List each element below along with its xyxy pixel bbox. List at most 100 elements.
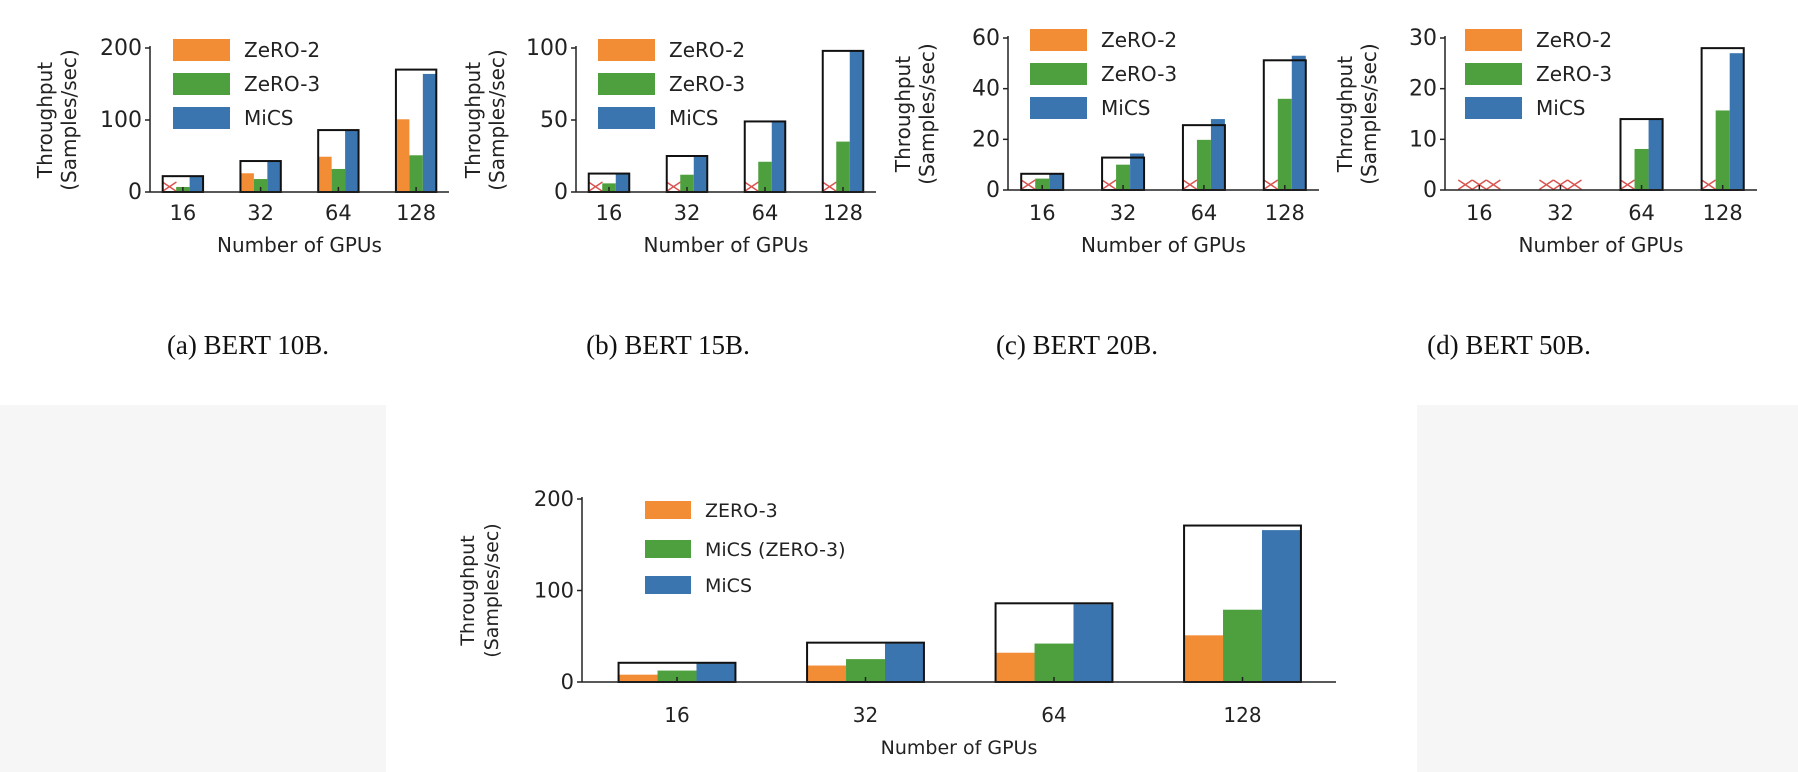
bar-mics [422,73,437,192]
bar-mics [1130,153,1145,190]
bar-mics [615,174,630,192]
x-tick-label: 32 [674,201,701,225]
y-tick-label: 20 [1409,77,1437,102]
chart-0: 0 100 200 Throughput (Samples/sec) 16 32 64 128 N… [33,36,449,257]
legend-swatch [1465,63,1522,85]
oom-marker [1182,179,1198,190]
legend-swatch [1030,29,1087,51]
legend-label: ZeRO-2 [669,38,745,62]
y-tick-label: 0 [554,180,568,205]
y-tick-label: 200 [100,36,142,61]
chart-1: 0 50 100 Throughput (Samples/sec) 16 32 64 128 Nu… [461,36,876,257]
bar-zero-3 [1196,139,1211,190]
y-tick-label: 30 [1409,26,1437,51]
legend-label: MiCS [1101,96,1150,120]
x-axis-label: Number of GPUs [1519,233,1684,257]
x-tick-label: 64 [325,201,352,225]
y-tick-label: 100 [526,36,568,61]
bar-mics-zero-3- [846,659,885,682]
oom-marker [666,181,681,192]
y-axis-label: Throughput [33,62,57,179]
bar-zero-2 [395,119,410,192]
bar-mics [267,161,281,192]
bar-mics [1073,604,1113,682]
legend-swatch [645,576,691,594]
bar-mics [345,130,359,192]
x-tick-label: 16 [596,201,623,225]
oom-marker [1701,179,1717,190]
oom-marker [1263,179,1279,190]
legend-label: ZeRO-3 [1101,62,1177,86]
x-tick-label: 64 [1041,703,1066,727]
y-tick-label: 100 [100,108,142,133]
bar-zero-3 [1184,635,1224,682]
legend-swatch [645,501,691,519]
bar-mics [1291,55,1306,190]
bar-mics [1648,119,1663,190]
y-tick-label: 50 [540,108,568,133]
bar-zero-3 [836,141,850,192]
legend-swatch [173,107,230,129]
y-tick-label: 0 [1423,178,1437,203]
y-axis-label: (Samples/sec) [915,43,939,184]
legend-label: ZERO-3 [705,500,778,522]
oom-marker [162,181,177,192]
bar-mics [693,156,708,192]
y-axis-label: (Samples/sec) [481,523,503,657]
background-panel-left [0,405,386,772]
bar-zero-3 [253,179,268,192]
y-axis-label: Throughput [457,535,479,646]
x-axis-label: Number of GPUs [644,233,809,257]
bar-mics [1729,53,1744,191]
oom-marker [1620,179,1635,190]
chart-2: 0 20 40 60 Throughput (Samples/sec) 16 32 64 128 N… [891,26,1319,257]
chart-4: 0 100 200 Throughput (Samples/sec) 16 32 64 128 N… [457,487,1336,759]
legend-swatch [645,540,691,558]
legend-label: ZeRO-3 [244,72,320,96]
x-tick-label: 128 [823,201,863,225]
bar-mics [696,662,736,682]
bar-mics [189,176,204,192]
bar-zero-3 [1116,164,1131,190]
y-tick-label: 0 [561,670,574,694]
x-tick-label: 32 [1110,201,1137,225]
y-tick-label: 20 [972,127,1000,152]
oom-marker [1485,179,1501,190]
caption-d: (d) BERT 50B. [1427,330,1591,360]
legend-label: MiCS (ZERO-3) [705,539,846,561]
legend-label: MiCS [1536,96,1585,120]
bar-zero-3 [680,174,694,192]
oom-marker [1020,179,1036,190]
x-tick-label: 16 [1466,201,1493,225]
x-tick-label: 16 [1029,201,1056,225]
y-tick-label: 200 [534,487,574,511]
bar-zero-2 [318,156,332,192]
caption-c: (c) BERT 20B. [995,330,1159,360]
bar-zero-3 [1715,110,1730,190]
x-tick-label: 32 [853,703,878,727]
oom-marker [1457,179,1473,190]
bar-zero-3 [807,665,847,682]
oom-marker [1553,179,1568,190]
bar-mics-zero-3- [1034,643,1074,682]
x-tick-label: 16 [664,703,689,727]
background-panel-right [1417,405,1798,772]
x-axis-label: Number of GPUs [881,737,1038,759]
legend-label: ZeRO-2 [1101,28,1177,52]
bar-zero-3 [995,652,1035,682]
bar-mics [1049,173,1064,190]
legend-label: ZeRO-2 [244,38,320,62]
bar-zero-3 [331,168,346,192]
bar-zero-3 [758,161,772,192]
y-axis-label: Throughput [1333,56,1357,173]
bar-zero-3 [409,155,423,192]
oom-marker [1567,179,1582,190]
legend-label: MiCS [705,575,752,597]
bar-mics [849,50,864,192]
oom-marker [1101,179,1117,190]
legend-swatch [173,39,230,61]
x-tick-label: 128 [1703,201,1743,225]
y-axis-label: (Samples/sec) [485,49,509,190]
legend-swatch [1465,29,1522,51]
legend-swatch [1030,63,1087,85]
